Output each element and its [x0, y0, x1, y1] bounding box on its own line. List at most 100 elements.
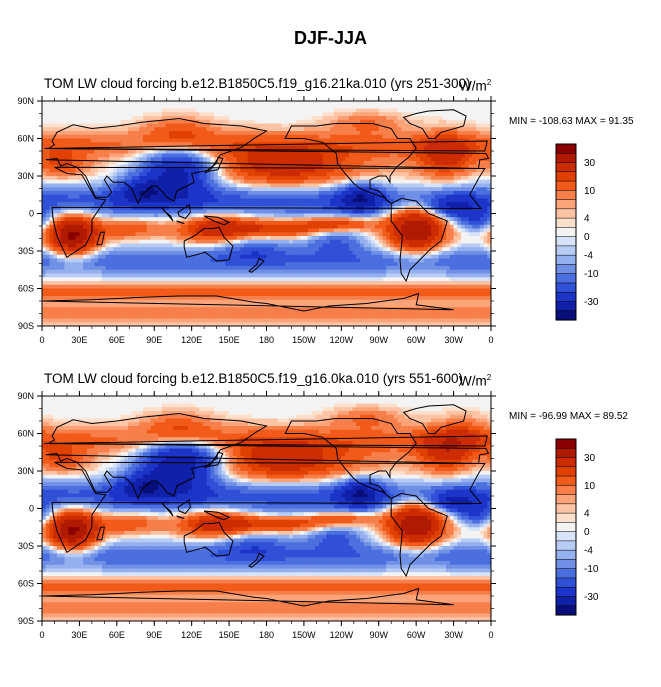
heatmap-cell — [337, 131, 342, 136]
heatmap-cell — [472, 153, 477, 158]
heatmap-cell — [232, 153, 238, 158]
heatmap-cell — [101, 183, 107, 188]
heatmap-cell — [199, 247, 204, 252]
heatmap-cell — [68, 202, 73, 207]
heatmap-cell — [120, 138, 125, 143]
heatmap-cell — [371, 221, 376, 226]
heatmap-cell — [453, 142, 458, 147]
heatmap-cell — [60, 112, 66, 117]
heatmap-cell — [281, 183, 286, 188]
heatmap-cell — [487, 209, 491, 215]
heatmap-cell — [483, 206, 488, 211]
heatmap-cell — [401, 101, 406, 106]
heatmap-cell — [83, 157, 88, 162]
heatmap-cell — [356, 146, 361, 151]
heatmap-cell — [244, 236, 249, 241]
heatmap-cell — [434, 157, 440, 162]
heatmap-cell — [94, 221, 99, 226]
heatmap-cell — [150, 149, 155, 155]
heatmap-cell — [266, 138, 271, 143]
heatmap-cell — [408, 119, 414, 125]
heatmap-cell — [431, 202, 436, 207]
heatmap-cell — [431, 221, 436, 226]
heatmap-cell — [367, 202, 372, 207]
heatmap-cell — [232, 232, 238, 237]
heatmap-cell — [232, 176, 238, 181]
heatmap-cell — [124, 247, 129, 252]
heatmap-cell — [401, 138, 406, 143]
heatmap-cell — [113, 213, 118, 218]
heatmap-cell — [408, 198, 414, 203]
heatmap-cell — [247, 172, 253, 177]
heatmap-cell — [116, 239, 122, 245]
heatmap-cell — [393, 236, 399, 241]
heatmap-cell — [371, 232, 376, 237]
heatmap-cell — [255, 251, 260, 256]
heatmap-cell — [225, 247, 230, 252]
heatmap-cell — [169, 179, 174, 185]
heatmap-cell — [296, 179, 301, 185]
heatmap-cell — [277, 213, 283, 218]
heatmap-cell — [143, 217, 148, 222]
heatmap-cell — [191, 168, 197, 173]
heatmap-cell — [423, 179, 428, 185]
heatmap-cell — [330, 172, 335, 177]
heatmap-cell — [49, 134, 54, 140]
heatmap-cell — [352, 179, 357, 185]
heatmap-cell — [75, 101, 81, 106]
heatmap-cell — [360, 251, 365, 256]
heatmap-cell — [449, 112, 455, 117]
heatmap-cell — [154, 254, 159, 260]
heatmap-cell — [56, 108, 62, 113]
heatmap-cell — [143, 247, 148, 252]
heatmap-cell — [135, 236, 140, 241]
heatmap-cell — [363, 213, 369, 218]
heatmap-cell — [169, 239, 174, 245]
heatmap-cell — [483, 172, 488, 177]
heatmap-cell — [341, 243, 346, 248]
heatmap-cell — [423, 157, 428, 162]
heatmap-cell — [199, 146, 204, 151]
heatmap-cell — [172, 119, 178, 125]
heatmap-cell — [322, 127, 327, 132]
heatmap-cell — [307, 247, 312, 252]
heatmap-cell — [281, 101, 286, 106]
heatmap-cell — [337, 172, 342, 177]
heatmap-cell — [285, 191, 290, 196]
heatmap-cell — [360, 134, 365, 140]
heatmap-cell — [292, 224, 298, 230]
heatmap-cell — [285, 183, 290, 188]
heatmap-cell — [476, 198, 481, 203]
heatmap-cell — [150, 224, 155, 230]
heatmap-cell — [214, 112, 219, 117]
heatmap-cell — [202, 116, 208, 121]
heatmap-cell — [217, 164, 223, 170]
heatmap-cell — [285, 176, 290, 181]
heatmap-cell — [165, 217, 170, 222]
heatmap-cell — [221, 108, 226, 113]
heatmap-cell — [300, 251, 305, 256]
heatmap-cell — [165, 164, 170, 170]
heatmap-cell — [68, 251, 73, 256]
heatmap-cell — [210, 191, 215, 196]
heatmap-cell — [330, 198, 335, 203]
heatmap-cell — [487, 101, 491, 106]
heatmap-cell — [401, 157, 406, 162]
heatmap-cell — [375, 127, 380, 132]
heatmap-cell — [326, 104, 331, 110]
heatmap-cell — [176, 127, 182, 132]
heatmap-cell — [165, 134, 170, 140]
heatmap-cell — [42, 243, 47, 248]
heatmap-cell — [315, 243, 320, 248]
heatmap-cell — [457, 153, 462, 158]
heatmap-cell — [143, 176, 148, 181]
heatmap-cell — [128, 206, 133, 211]
heatmap-cell — [236, 213, 241, 218]
heatmap-cell — [199, 232, 204, 237]
heatmap-cell — [363, 176, 369, 181]
heatmap-cell — [195, 183, 200, 188]
heatmap-cell — [64, 142, 69, 147]
heatmap-cell — [303, 183, 309, 188]
heatmap-cell — [337, 157, 342, 162]
heatmap-cell — [79, 104, 84, 110]
